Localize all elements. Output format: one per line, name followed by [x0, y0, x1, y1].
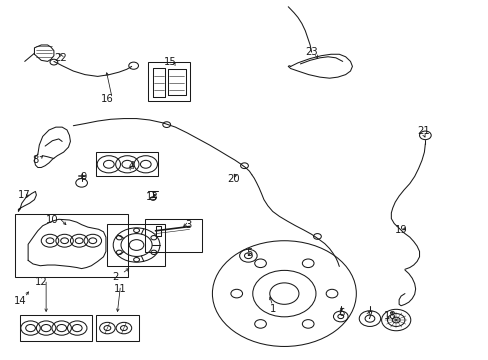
Text: 20: 20	[227, 174, 240, 184]
Text: 7: 7	[365, 311, 371, 321]
Text: 4: 4	[128, 161, 135, 171]
Text: 8: 8	[32, 156, 39, 165]
Text: 19: 19	[394, 225, 407, 235]
Bar	[148, 62, 189, 101]
Text: 11: 11	[114, 284, 126, 294]
Text: 21: 21	[416, 126, 429, 136]
Bar	[107, 224, 164, 266]
Bar	[20, 315, 92, 342]
Text: 2: 2	[112, 272, 119, 282]
Text: 10: 10	[46, 215, 59, 225]
Text: 6: 6	[338, 308, 344, 318]
Bar	[96, 152, 158, 176]
Bar	[15, 213, 127, 277]
Bar	[144, 219, 202, 252]
Text: 9: 9	[80, 172, 86, 182]
Text: 15: 15	[164, 57, 177, 67]
Text: 18: 18	[383, 311, 396, 321]
Bar	[96, 315, 139, 342]
Text: 16: 16	[101, 94, 114, 104]
Text: 14: 14	[14, 296, 26, 306]
Text: 3: 3	[185, 220, 191, 230]
Text: 1: 1	[269, 304, 275, 314]
Text: 13: 13	[145, 192, 158, 202]
Text: 5: 5	[245, 248, 252, 258]
Text: 12: 12	[35, 277, 47, 287]
Text: 23: 23	[305, 47, 317, 57]
Text: 17: 17	[19, 190, 31, 200]
Text: 22: 22	[54, 53, 67, 63]
